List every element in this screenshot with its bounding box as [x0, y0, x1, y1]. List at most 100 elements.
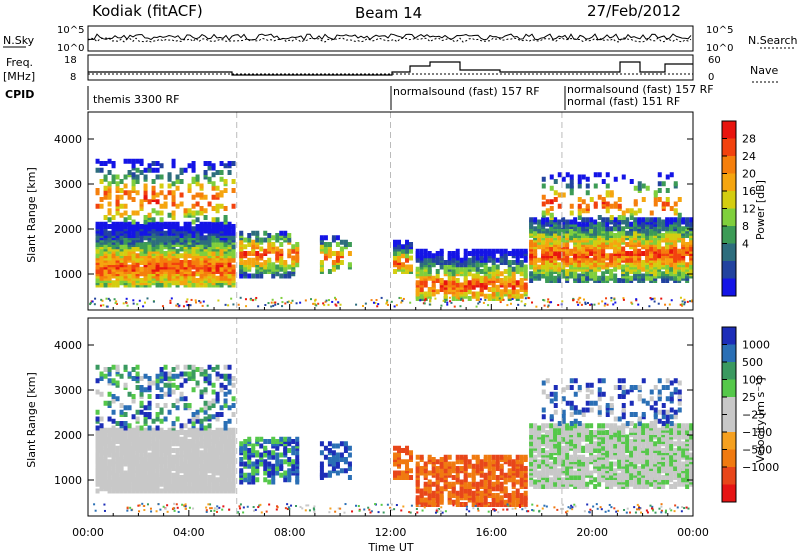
- scatter-cell: [443, 454, 448, 460]
- scatter-cell: [549, 452, 554, 458]
- scatter-cell: [529, 423, 534, 429]
- scatter-cell: [681, 239, 686, 245]
- scatter-cell: [123, 421, 128, 426]
- scatter-cell: [641, 183, 646, 189]
- scatter-cell: [203, 436, 208, 442]
- scatter-cell: [151, 262, 156, 268]
- scatter-cell: [439, 493, 444, 498]
- scatter-cell: [295, 468, 300, 474]
- scatter-cell: [135, 242, 140, 247]
- noise-cell: [614, 301, 617, 304]
- scatter-cell: [243, 271, 248, 277]
- scatter-cell: [215, 203, 220, 209]
- scatter-cell: [187, 282, 192, 288]
- noise-cell: [182, 305, 185, 308]
- scatter-cell: [243, 266, 248, 272]
- scatter-cell: [471, 463, 476, 469]
- scatter-cell: [343, 239, 348, 245]
- scatter-cell: [495, 479, 500, 485]
- scatter-cell: [107, 371, 112, 377]
- scatter-cell: [207, 246, 212, 252]
- scatter-cell: [331, 450, 336, 456]
- scatter-cell: [227, 161, 232, 166]
- scatter-cell: [239, 457, 244, 462]
- scatter-cell: [179, 459, 184, 465]
- beam-title: Beam 14: [355, 4, 422, 22]
- scatter-cell: [609, 257, 614, 263]
- scatter-cell: [195, 441, 200, 447]
- scatter-cell: [475, 481, 480, 487]
- scatter-cell: [459, 493, 464, 498]
- scatter-cell: [219, 244, 224, 250]
- scatter-cell: [179, 253, 184, 259]
- scatter-cell: [199, 251, 204, 256]
- scatter-cell: [95, 167, 100, 173]
- noise-cell: [610, 296, 613, 299]
- scatter-cell: [533, 226, 538, 232]
- scatter-cell: [255, 273, 260, 279]
- scatter-cell: [263, 466, 268, 471]
- scatter-cell: [259, 253, 264, 259]
- scatter-cell: [183, 364, 188, 370]
- nsky-tick-bottom: 10^0: [57, 43, 84, 54]
- noise-cell: [478, 300, 481, 303]
- scatter-cell: [155, 394, 160, 399]
- noise-cell: [310, 298, 313, 301]
- scatter-cell: [479, 497, 484, 503]
- scatter-cell: [295, 454, 300, 460]
- noise-cell: [386, 299, 389, 302]
- scatter-cell: [467, 251, 472, 256]
- scatter-cell: [541, 273, 546, 279]
- scatter-cell: [263, 237, 268, 243]
- scatter-cell: [541, 176, 546, 182]
- scatter-cell: [557, 266, 562, 272]
- scatter-cell: [569, 273, 574, 279]
- noise-cell: [274, 303, 277, 306]
- scatter-cell: [601, 221, 606, 227]
- scatter-cell: [127, 190, 132, 196]
- scatter-cell: [195, 201, 200, 207]
- scatter-cell: [549, 199, 554, 205]
- scatter-cell: [131, 210, 136, 216]
- scatter-cell: [271, 454, 276, 460]
- scatter-cell: [537, 264, 542, 270]
- scatter-cell: [495, 284, 500, 290]
- scatter-cell: [107, 217, 112, 223]
- scatter-cell: [159, 450, 164, 456]
- scatter-cell: [163, 257, 168, 263]
- scatter-cell: [609, 253, 614, 259]
- scatter-cell: [247, 233, 252, 238]
- scatter-cell: [507, 266, 512, 272]
- scatter-cell: [231, 450, 236, 456]
- scatter-cell: [211, 436, 216, 442]
- scatter-cell: [135, 371, 140, 377]
- scatter-cell: [657, 188, 662, 193]
- scatter-cell: [335, 452, 340, 458]
- scatter-cell: [275, 251, 280, 256]
- scatter-cell: [259, 461, 264, 467]
- scatter-cell: [427, 251, 432, 256]
- noise-cell: [499, 299, 502, 302]
- noise-cell: [686, 300, 689, 303]
- noise-cell: [637, 303, 640, 306]
- scatter-cell: [573, 233, 578, 238]
- scatter-cell: [499, 495, 504, 501]
- scatter-cell: [657, 197, 662, 202]
- scatter-cell: [175, 466, 180, 471]
- scatter-cell: [455, 472, 460, 478]
- scatter-cell: [669, 248, 674, 254]
- scatter-cell: [171, 481, 176, 487]
- noise-cell: [650, 298, 653, 301]
- noise-cell: [409, 301, 412, 304]
- scatter-cell: [131, 163, 136, 169]
- scatter-cell: [163, 201, 168, 207]
- scatter-cell: [343, 468, 348, 474]
- scatter-cell: [561, 423, 566, 429]
- scatter-cell: [127, 405, 132, 411]
- scatter-cell: [107, 378, 112, 384]
- scatter-cell: [557, 441, 562, 447]
- scatter-cell: [401, 470, 406, 476]
- scatter-cell: [511, 289, 516, 295]
- scatter-cell: [243, 472, 248, 478]
- noise-cell: [498, 297, 501, 300]
